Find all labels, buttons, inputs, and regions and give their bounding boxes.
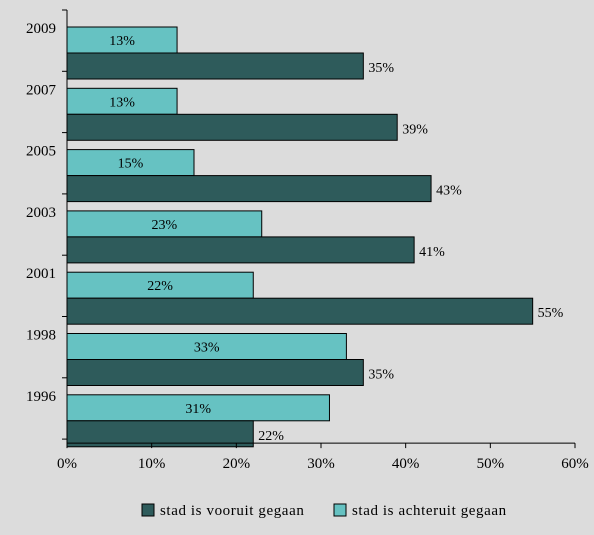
data-label-achteruit: 22%: [147, 279, 173, 294]
x-tick-label: 50%: [477, 456, 505, 472]
data-label-vooruit: 55%: [538, 306, 564, 321]
bar-achteruit: [66, 87, 178, 115]
bar-vooruit: [66, 297, 534, 325]
data-label-achteruit: 23%: [152, 218, 178, 233]
x-tick-label: 40%: [392, 456, 420, 472]
y-tick-label: 1998: [26, 328, 56, 344]
data-label-achteruit: 15%: [118, 157, 144, 172]
bar-vooruit: [66, 175, 432, 203]
x-tick-label: 10%: [138, 456, 166, 472]
data-label-vooruit: 43%: [436, 184, 462, 199]
bar-vooruit: [66, 52, 364, 80]
bar-vooruit: [66, 359, 364, 386]
legend-swatch: [333, 503, 347, 517]
x-tick-label: 20%: [223, 456, 251, 472]
x-tick-label: 60%: [561, 456, 589, 472]
legend-label: stad is achteruit gegaan: [352, 503, 507, 519]
data-label-vooruit: 35%: [368, 368, 394, 383]
bar-achteruit: [66, 26, 178, 54]
bar-vooruit: [66, 113, 398, 141]
y-tick-label: 2001: [26, 266, 56, 282]
bar-achteruit: [66, 210, 263, 238]
data-label-vooruit: 41%: [419, 245, 445, 260]
y-tick-label: 2005: [26, 144, 56, 160]
x-tick-label: 30%: [307, 456, 335, 472]
legend-swatch: [141, 503, 155, 517]
bar-vooruit: [66, 236, 415, 264]
data-label-vooruit: 35%: [368, 61, 394, 76]
data-label-vooruit: 39%: [402, 122, 428, 137]
y-tick-label: 2007: [26, 82, 57, 98]
data-label-vooruit: 22%: [258, 429, 284, 444]
data-label-achteruit: 33%: [194, 341, 220, 356]
y-tick-label: 1996: [26, 389, 57, 405]
data-label-achteruit: 13%: [109, 34, 135, 49]
x-tick-label: 0%: [57, 456, 77, 472]
y-tick-label: 2003: [26, 205, 56, 221]
legend-label: stad is vooruit gegaan: [160, 503, 304, 519]
data-label-achteruit: 13%: [109, 95, 135, 110]
y-tick-label: 2009: [26, 21, 56, 37]
data-label-achteruit: 31%: [185, 402, 211, 417]
